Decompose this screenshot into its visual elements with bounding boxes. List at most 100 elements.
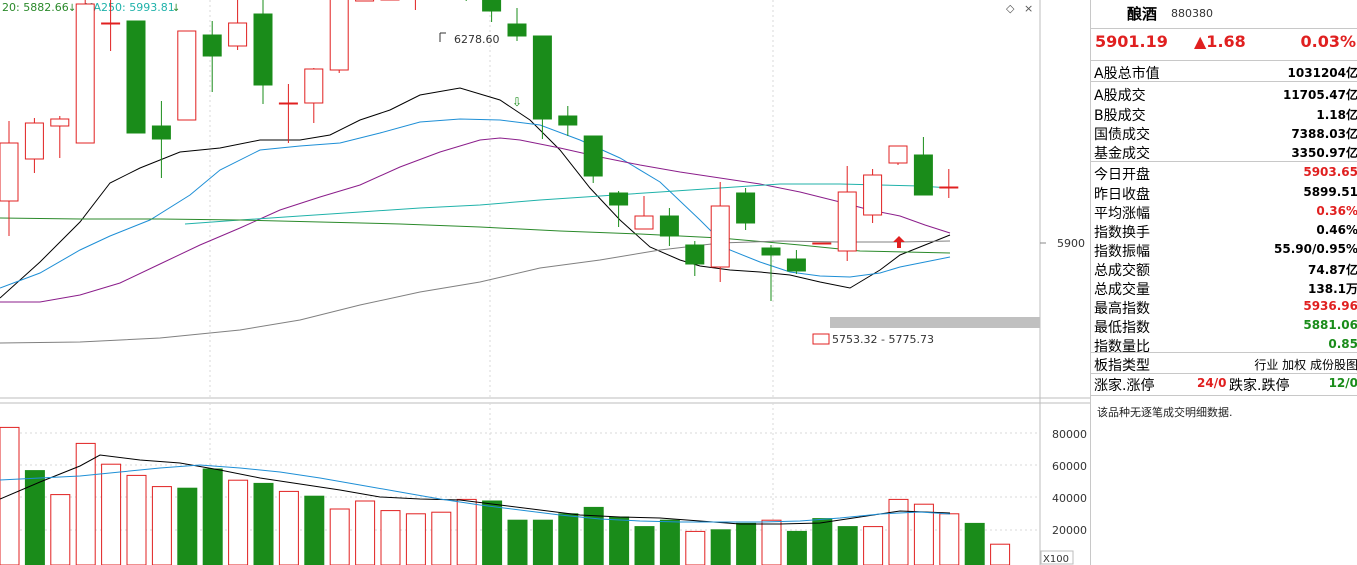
candle-body	[786, 258, 806, 272]
candle-body	[609, 192, 629, 206]
volume-bar	[126, 474, 147, 565]
candle-body	[685, 244, 705, 265]
buy-signal-icon	[893, 236, 905, 248]
volume-bar	[786, 530, 807, 565]
limit-row: 涨家.涨停 24/0 跌家.跌停 12/0	[1094, 374, 1357, 394]
candle-body	[151, 125, 171, 140]
candle	[0, 121, 19, 236]
high-annotation: 6278.60	[454, 33, 500, 46]
candle	[583, 135, 603, 183]
down-arrow-icon: ↓	[68, 3, 76, 14]
stat-value: 5936.96	[1303, 299, 1357, 313]
candle-body	[558, 115, 578, 126]
candle-body	[329, 0, 349, 71]
low-marker	[812, 333, 830, 345]
price-change: ▲1.68	[1194, 32, 1246, 51]
volume-bar	[228, 479, 249, 565]
candle-body	[761, 247, 781, 256]
high-marker	[439, 32, 446, 42]
volume-bar	[634, 526, 655, 565]
candle-body	[736, 192, 756, 224]
divider	[1091, 81, 1357, 82]
candle	[913, 137, 933, 196]
legend-ma20: 20: 5882.66	[2, 1, 69, 14]
stat-row: 今日开盘 5903.65	[1094, 163, 1357, 183]
candle	[888, 145, 908, 165]
stat-value: 5903.65	[1303, 165, 1357, 179]
divider	[1091, 28, 1357, 29]
volume-bar	[278, 490, 299, 565]
ma20-line	[0, 137, 951, 303]
stat-row: 国债成交 7388.03亿	[1094, 123, 1357, 143]
divider	[1091, 60, 1357, 61]
candle	[837, 166, 857, 261]
stat-label: 板指类型	[1094, 358, 1150, 374]
candle	[75, 0, 95, 144]
candle	[507, 8, 527, 41]
candle	[761, 245, 781, 301]
stat-label: 指数换手	[1094, 225, 1150, 241]
candle-body	[532, 35, 552, 120]
stat-label: 总成交额	[1094, 263, 1150, 279]
vol-tick-20000: 20000	[1052, 524, 1087, 537]
candle	[50, 116, 70, 158]
candle	[710, 182, 730, 282]
stat-row: 基金成交 3350.97亿	[1094, 142, 1357, 162]
candle-body	[278, 102, 298, 105]
candle-body	[355, 0, 375, 2]
ma10-line	[0, 118, 951, 289]
stat-label: 最高指数	[1094, 301, 1150, 317]
candle-body	[75, 3, 95, 144]
stat-value: 1.18亿	[1316, 108, 1357, 122]
candle-body	[177, 30, 197, 121]
candle	[24, 118, 44, 173]
candle-body	[101, 22, 121, 25]
tick-data-note: 该品种无逐笔成交明细数据.	[1097, 406, 1233, 419]
stat-label: 总成交量	[1094, 282, 1150, 298]
index-name: 酿酒	[1127, 5, 1158, 23]
volume-bar	[837, 526, 858, 565]
volume-bar	[990, 543, 1011, 565]
volume-bar	[913, 503, 934, 565]
stat-row: 最低指数 5881.06	[1094, 316, 1357, 336]
vol-tick-40000: 40000	[1052, 492, 1087, 505]
candle	[685, 241, 705, 276]
close-icon[interactable]: ×	[1024, 2, 1033, 15]
candle-body	[659, 215, 679, 237]
candle	[304, 68, 324, 123]
volume-bar	[964, 522, 985, 565]
candle-body	[0, 142, 19, 202]
candle	[532, 35, 552, 139]
index-code: 880380	[1171, 7, 1213, 20]
stat-label: B股成交	[1094, 108, 1146, 124]
stat-row: A股总市值 1031204亿	[1094, 62, 1357, 82]
stat-label: 指数量比	[1094, 339, 1150, 355]
stat-value: 74.87亿	[1308, 263, 1357, 277]
stat-value: 0.36%	[1316, 204, 1357, 218]
candle	[253, 0, 273, 104]
candle-body	[837, 191, 857, 252]
diamond-icon[interactable]: ◇	[1006, 2, 1015, 15]
candle	[329, 0, 349, 73]
stat-row: 平均涨幅 0.36%	[1094, 202, 1357, 222]
low-annotation: 5753.32 - 5775.73	[832, 333, 934, 346]
volume-group	[0, 426, 1011, 565]
volume-bar	[304, 495, 325, 565]
candle-body	[634, 215, 654, 230]
candle-body	[812, 242, 832, 245]
candle	[278, 84, 298, 143]
stat-label: 今日开盘	[1094, 167, 1150, 183]
stat-value: 5881.06	[1303, 318, 1357, 332]
volume-bar	[939, 513, 960, 565]
stat-row: 指数振幅 55.90/0.95%	[1094, 240, 1357, 260]
price-range-bar	[830, 317, 1040, 328]
chart-area[interactable]: 20: 5882.66 MA250: 5993.81 ↓ ↓ ◇ × 6278.…	[0, 0, 1090, 565]
candle	[736, 188, 756, 230]
candle-body	[583, 135, 603, 177]
candle	[101, 0, 121, 51]
candle	[228, 0, 248, 50]
stat-row: 总成交额 74.87亿	[1094, 259, 1357, 279]
volume-bar	[329, 508, 350, 565]
divider	[1091, 395, 1357, 396]
limit-down-label: 跌家.跌停	[1229, 378, 1290, 394]
